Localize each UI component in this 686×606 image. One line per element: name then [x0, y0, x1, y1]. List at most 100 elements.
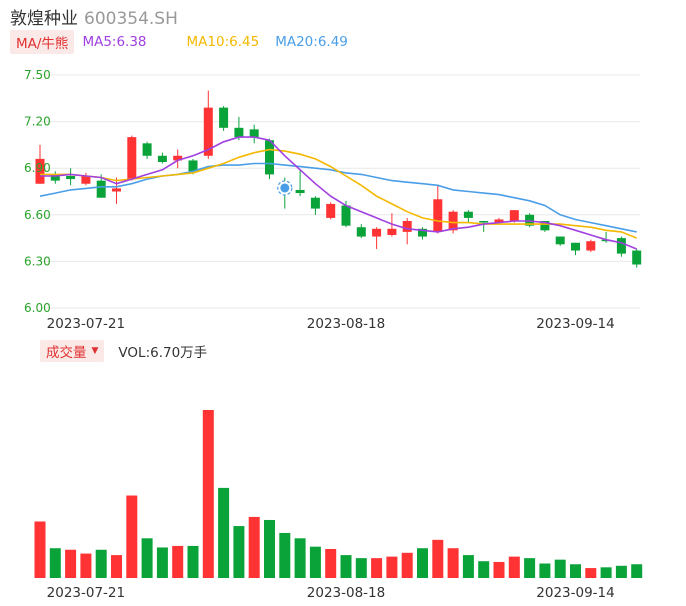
volume-bar	[371, 558, 383, 578]
volume-bar	[111, 555, 122, 578]
volume-toggle-label: 成交量	[46, 345, 87, 361]
volume-date-tick-label: 2023-09-14	[536, 585, 614, 601]
volume-bar	[386, 556, 398, 578]
volume-bar	[401, 552, 413, 578]
stock-name: 敦煌种业	[10, 9, 78, 29]
caret-down-icon: ▼	[91, 346, 99, 356]
volume-bar	[539, 563, 551, 578]
candle-body	[632, 250, 642, 265]
volume-bar	[34, 521, 46, 578]
volume-date-tick-label: 2023-08-18	[307, 585, 385, 601]
ma-legend: MA/牛熊 MA5:6.38 MA10:6.45 MA20:6.49	[10, 30, 348, 54]
candle-body	[157, 155, 167, 162]
candle-body	[219, 107, 229, 128]
candle-body	[66, 175, 76, 180]
stock-header: 敦煌种业 600354.SH	[10, 4, 178, 29]
volume-bar	[202, 410, 214, 578]
price-grid	[40, 74, 640, 309]
volume-bar	[141, 538, 153, 578]
ma-indicator-toggle[interactable]: MA/牛熊	[10, 30, 75, 54]
candle-body	[356, 227, 366, 237]
candle-body	[127, 137, 137, 180]
date-tick-label: 2023-08-18	[307, 316, 385, 332]
volume-bar	[65, 549, 77, 578]
volume-bar	[325, 548, 337, 578]
volume-legend: 成交量 ▼ VOL:6.70万手	[40, 340, 208, 362]
volume-bar	[294, 538, 306, 578]
candle-body	[326, 203, 336, 218]
price-axis: 7.50 7.20 6.90 6.60 6.30 6.00	[24, 68, 51, 315]
candle-body	[96, 180, 106, 198]
price-tick-label: 6.30	[24, 254, 51, 268]
volume-date-axis: 2023-07-21 2023-08-18 2023-09-14	[47, 585, 615, 601]
volume-bar	[585, 568, 597, 578]
candle-body	[203, 107, 213, 156]
candle-body	[448, 211, 458, 231]
volume-value: VOL:6.70万手	[118, 345, 208, 361]
volume-bar	[233, 526, 245, 578]
candle-body	[509, 210, 519, 222]
date-axis: 2023-07-21 2023-08-18 2023-09-14	[47, 316, 615, 332]
stock-code: 600354.SH	[84, 9, 178, 29]
ma20-value: MA20:6.49	[275, 34, 348, 50]
volume-bar	[462, 555, 474, 578]
volume-bar	[172, 545, 184, 578]
volume-bar	[615, 565, 627, 578]
candle-body	[341, 205, 351, 226]
candle-body	[616, 238, 626, 254]
volume-bar	[156, 547, 168, 578]
candle-body	[555, 236, 565, 245]
candle-body	[387, 228, 397, 235]
ma5-value: MA5:6.38	[82, 34, 147, 50]
volume-bar	[570, 564, 581, 578]
candle-body	[249, 129, 259, 138]
volume-bar	[49, 548, 61, 578]
candle-body	[188, 160, 198, 172]
buy-marker-dot	[280, 183, 290, 193]
candle-body	[142, 143, 152, 156]
volume-bar	[631, 564, 643, 578]
candle-body	[463, 211, 473, 218]
price-tick-label: 6.00	[24, 301, 51, 315]
volume-bar	[264, 519, 275, 578]
volume-bar	[447, 548, 459, 578]
volume-date-tick-label: 2023-07-21	[47, 585, 125, 601]
candle-body	[571, 242, 580, 251]
price-tick-label: 6.60	[24, 208, 51, 222]
trade-markers	[277, 180, 293, 196]
volume-bar	[600, 567, 612, 578]
candle-body	[586, 241, 596, 251]
candle-body	[35, 158, 45, 184]
price-tick-label: 6.90	[24, 161, 51, 175]
candle-body	[494, 219, 504, 223]
candle-body	[265, 140, 274, 175]
candle-body	[173, 155, 183, 161]
candle-body	[540, 221, 550, 231]
volume-bar	[524, 558, 536, 578]
volume-bar	[187, 545, 199, 578]
candle-body	[479, 221, 489, 223]
volume-indicator-toggle[interactable]: 成交量 ▼	[40, 340, 105, 362]
date-tick-label: 2023-09-14	[536, 316, 614, 332]
volume-bar	[248, 516, 260, 578]
volume-series	[34, 410, 643, 578]
volume-bar	[279, 532, 291, 578]
candle-body	[234, 127, 244, 138]
price-tick-label: 7.50	[24, 68, 51, 82]
volume-bar	[218, 487, 230, 578]
candle-body	[310, 197, 320, 209]
candle-body	[418, 228, 427, 237]
ma10-value: MA10:6.45	[186, 34, 260, 50]
volume-bar	[417, 548, 428, 578]
ma5-line	[40, 136, 638, 250]
volume-bar	[493, 561, 505, 578]
volume-bar	[554, 559, 566, 578]
volume-bar	[355, 558, 367, 578]
volume-bar	[478, 561, 490, 578]
candle-body	[81, 175, 91, 184]
candle-body	[372, 228, 382, 237]
volume-bar	[309, 546, 321, 578]
price-tick-label: 7.20	[24, 115, 51, 129]
candle-body	[402, 221, 412, 232]
